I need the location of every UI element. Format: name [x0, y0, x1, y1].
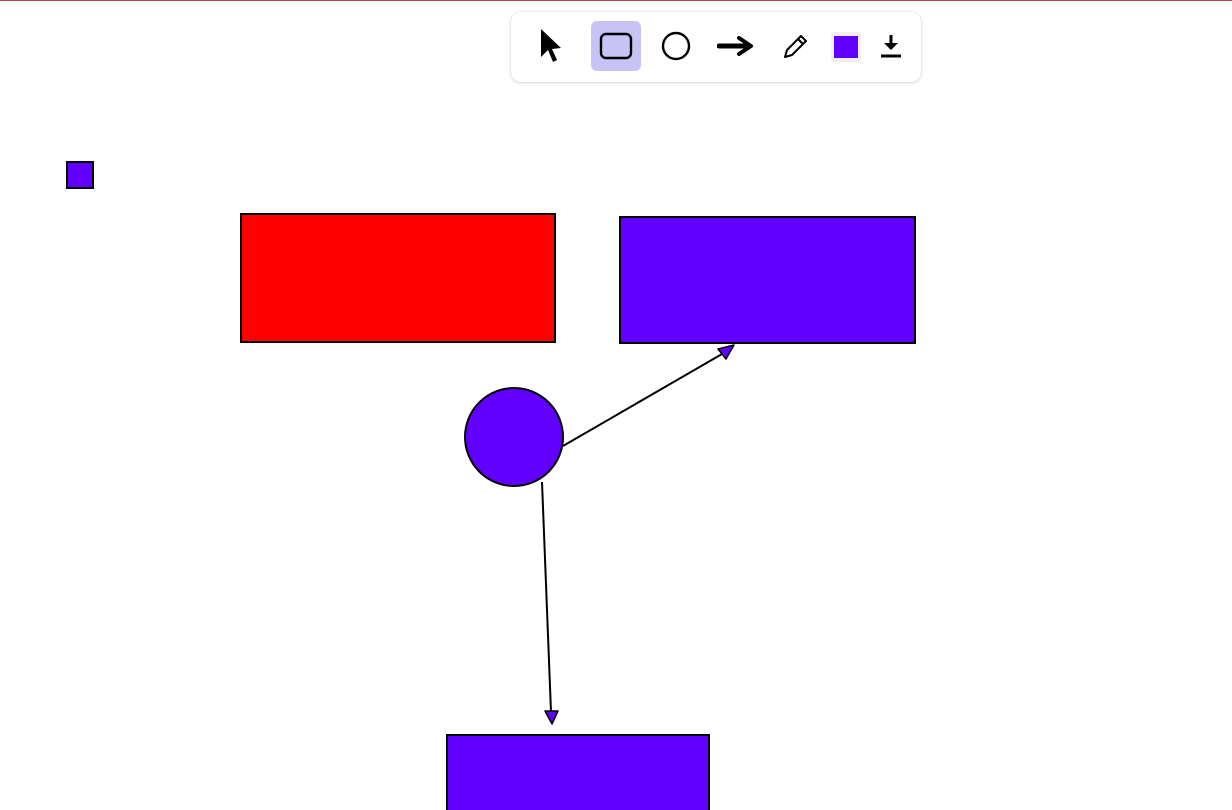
select-tool-button[interactable]: [525, 21, 575, 71]
download-icon: [881, 35, 901, 58]
current-color-swatch: [834, 36, 858, 58]
download-button[interactable]: [866, 21, 916, 71]
arrow-right-icon: [717, 36, 753, 56]
pointer-icon: [541, 29, 561, 62]
rectangle-tool-button[interactable]: [591, 21, 641, 71]
drawing-toolbar: [511, 12, 921, 82]
pencil-icon: [784, 35, 807, 58]
shape-arrow-circle-to-bottom[interactable]: [541, 481, 559, 725]
arrow-line: [541, 481, 552, 713]
ellipse-tool-button[interactable]: [651, 21, 701, 71]
color-picker-button[interactable]: [831, 32, 861, 62]
shape-purple-circle[interactable]: [464, 387, 564, 487]
rectangle-icon: [599, 32, 633, 60]
arrow-head: [717, 344, 735, 360]
window-top-border: [0, 0, 1232, 1]
shape-small-square[interactable]: [66, 161, 94, 189]
pencil-tool-button[interactable]: [771, 21, 821, 71]
arrow-line: [562, 353, 723, 447]
shape-purple-rectangle-bottom[interactable]: [446, 734, 710, 810]
shape-red-rectangle[interactable]: [240, 213, 556, 343]
shape-purple-rectangle-top[interactable]: [619, 216, 916, 344]
arrow-tool-button[interactable]: [711, 21, 761, 71]
circle-icon: [661, 31, 691, 61]
arrow-head: [544, 710, 559, 725]
shape-arrow-circle-to-top[interactable]: [562, 344, 735, 447]
